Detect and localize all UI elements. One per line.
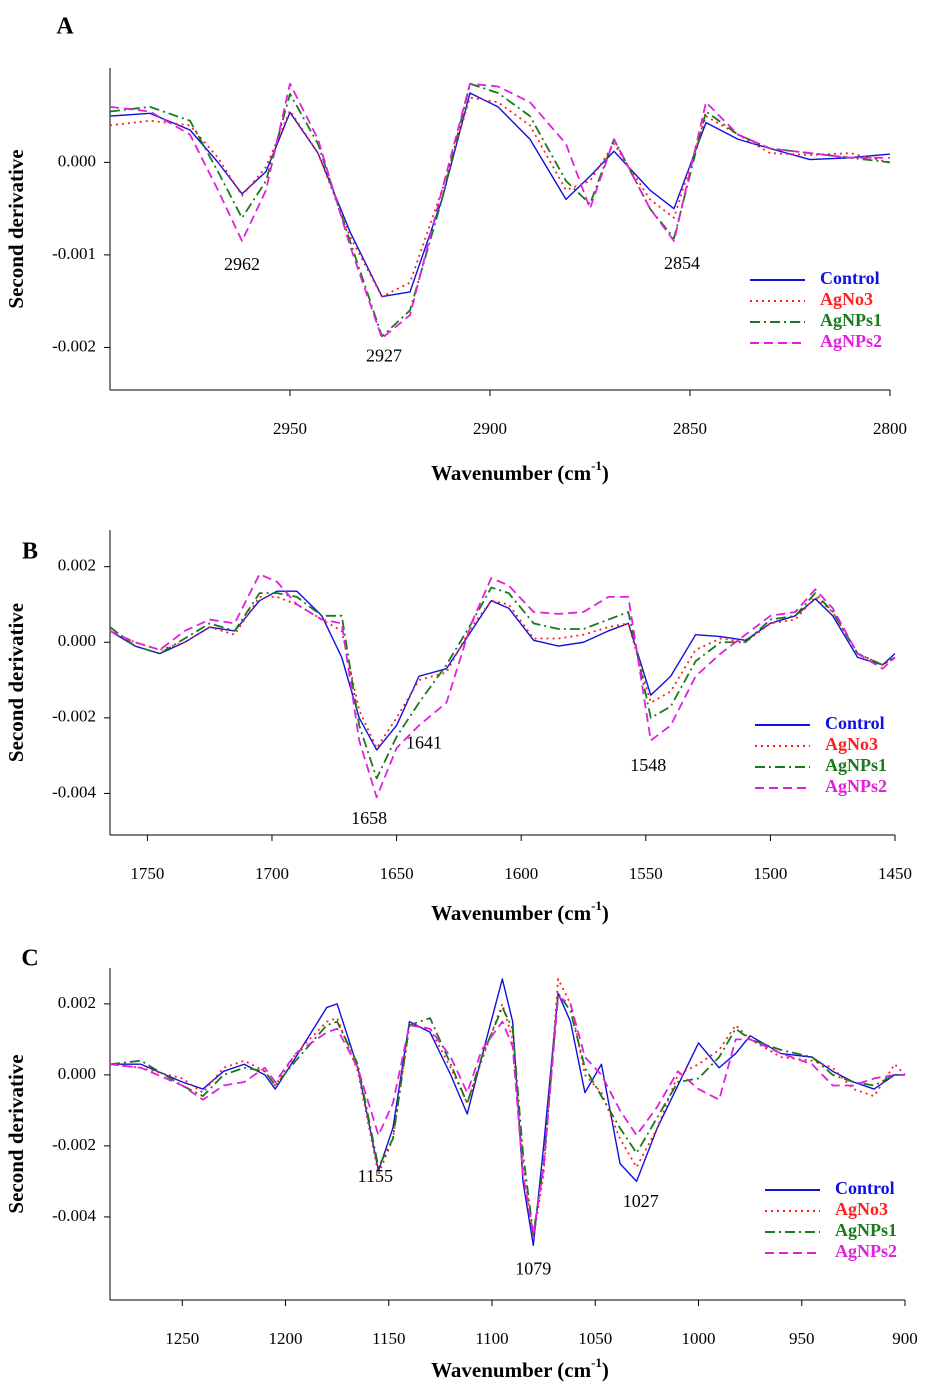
series-line <box>109 992 905 1236</box>
legend-label: AgNo3 <box>835 1199 888 1219</box>
x-tick-label: 950 <box>789 1329 815 1348</box>
y-tick-label: 0.000 <box>58 151 96 170</box>
x-axis-label-superscript: -1 <box>591 458 602 473</box>
x-axis-label-text: Wavenumber (cm <box>431 1358 592 1382</box>
x-tick-label: 2950 <box>273 419 307 438</box>
x-tick-label: 1100 <box>475 1329 508 1348</box>
legend-label: Control <box>835 1178 895 1198</box>
legend-label: AgNPs1 <box>820 310 882 330</box>
x-tick-label: 2900 <box>473 419 507 438</box>
y-tick-label: -0.002 <box>52 1135 96 1154</box>
x-tick-label: 1150 <box>372 1329 405 1348</box>
y-tick-label: -0.004 <box>52 782 96 801</box>
y-tick-label: 0.000 <box>58 631 96 650</box>
series-line <box>109 573 896 799</box>
legend-label: AgNPs2 <box>825 776 887 796</box>
x-axis-label-suffix: ) <box>602 901 609 925</box>
series-line <box>109 596 896 749</box>
y-axis-label: Second derivative <box>4 149 28 308</box>
series-line <box>109 82 891 338</box>
peak-annotation: 1155 <box>358 1166 393 1186</box>
x-axis-label-superscript: -1 <box>591 1355 602 1370</box>
panel-label: B <box>22 539 38 565</box>
peak-annotation: 1548 <box>630 755 666 775</box>
x-tick-label: 1500 <box>753 864 787 883</box>
y-tick-label: -0.002 <box>52 336 96 355</box>
series-line <box>109 586 896 780</box>
legend-label: AgNPs2 <box>820 331 882 351</box>
legend-label: AgNPs2 <box>835 1241 897 1261</box>
x-tick-label: 1050 <box>578 1329 612 1348</box>
x-tick-label: 1200 <box>269 1329 303 1348</box>
x-tick-label: 1450 <box>878 864 912 883</box>
y-tick-label: 0.002 <box>58 556 96 575</box>
legend-label: AgNo3 <box>820 289 873 309</box>
x-tick-label: 2850 <box>673 419 707 438</box>
legend-label: Control <box>820 268 880 288</box>
y-tick-label: 0.000 <box>58 1064 96 1083</box>
y-axis-label: Second derivative <box>4 603 28 762</box>
y-axis-label: Second derivative <box>4 1054 28 1213</box>
y-tick-label: -0.004 <box>52 1206 96 1225</box>
series-line <box>109 995 905 1236</box>
y-tick-label: 0.002 <box>58 993 96 1012</box>
y-tick-label: -0.002 <box>52 707 96 726</box>
series-line <box>110 978 905 1247</box>
peak-annotation: 1641 <box>406 732 442 752</box>
x-tick-label: 1600 <box>504 864 538 883</box>
x-axis-label-text: Wavenumber (cm <box>431 461 592 485</box>
panel-label: A <box>56 14 74 40</box>
x-axis-label-text: Wavenumber (cm <box>431 901 592 925</box>
legend-label: AgNo3 <box>825 734 878 754</box>
x-tick-label: 2800 <box>873 419 907 438</box>
x-tick-label: 1700 <box>255 864 289 883</box>
peak-annotation: 1027 <box>623 1191 659 1211</box>
series-line <box>109 978 906 1240</box>
x-axis-label: Wavenumber (cm-1) <box>431 1355 609 1382</box>
peak-annotation: 1079 <box>515 1258 551 1278</box>
legend-label: AgNPs1 <box>835 1220 897 1240</box>
x-tick-label: 900 <box>892 1329 918 1348</box>
x-tick-label: 1650 <box>380 864 414 883</box>
y-tick-label: -0.001 <box>52 244 96 263</box>
x-tick-label: 1000 <box>682 1329 716 1348</box>
x-axis-label-suffix: ) <box>602 461 609 485</box>
x-axis-label: Wavenumber (cm-1) <box>431 898 609 925</box>
x-axis-label-superscript: -1 <box>591 898 602 913</box>
series-line <box>109 82 890 340</box>
peak-annotation: 2927 <box>366 346 402 366</box>
x-tick-label: 1250 <box>165 1329 199 1348</box>
x-tick-label: 1550 <box>629 864 663 883</box>
peak-annotation: 2962 <box>224 254 260 274</box>
x-tick-label: 1750 <box>130 864 164 883</box>
x-axis-label-suffix: ) <box>602 1358 609 1382</box>
legend-label: Control <box>825 713 885 733</box>
panel-label: C <box>21 946 38 972</box>
legend-label: AgNPs1 <box>825 755 887 775</box>
peak-annotation: 1658 <box>351 808 387 828</box>
peak-annotation: 2854 <box>664 253 700 273</box>
x-axis-label: Wavenumber (cm-1) <box>431 458 609 485</box>
